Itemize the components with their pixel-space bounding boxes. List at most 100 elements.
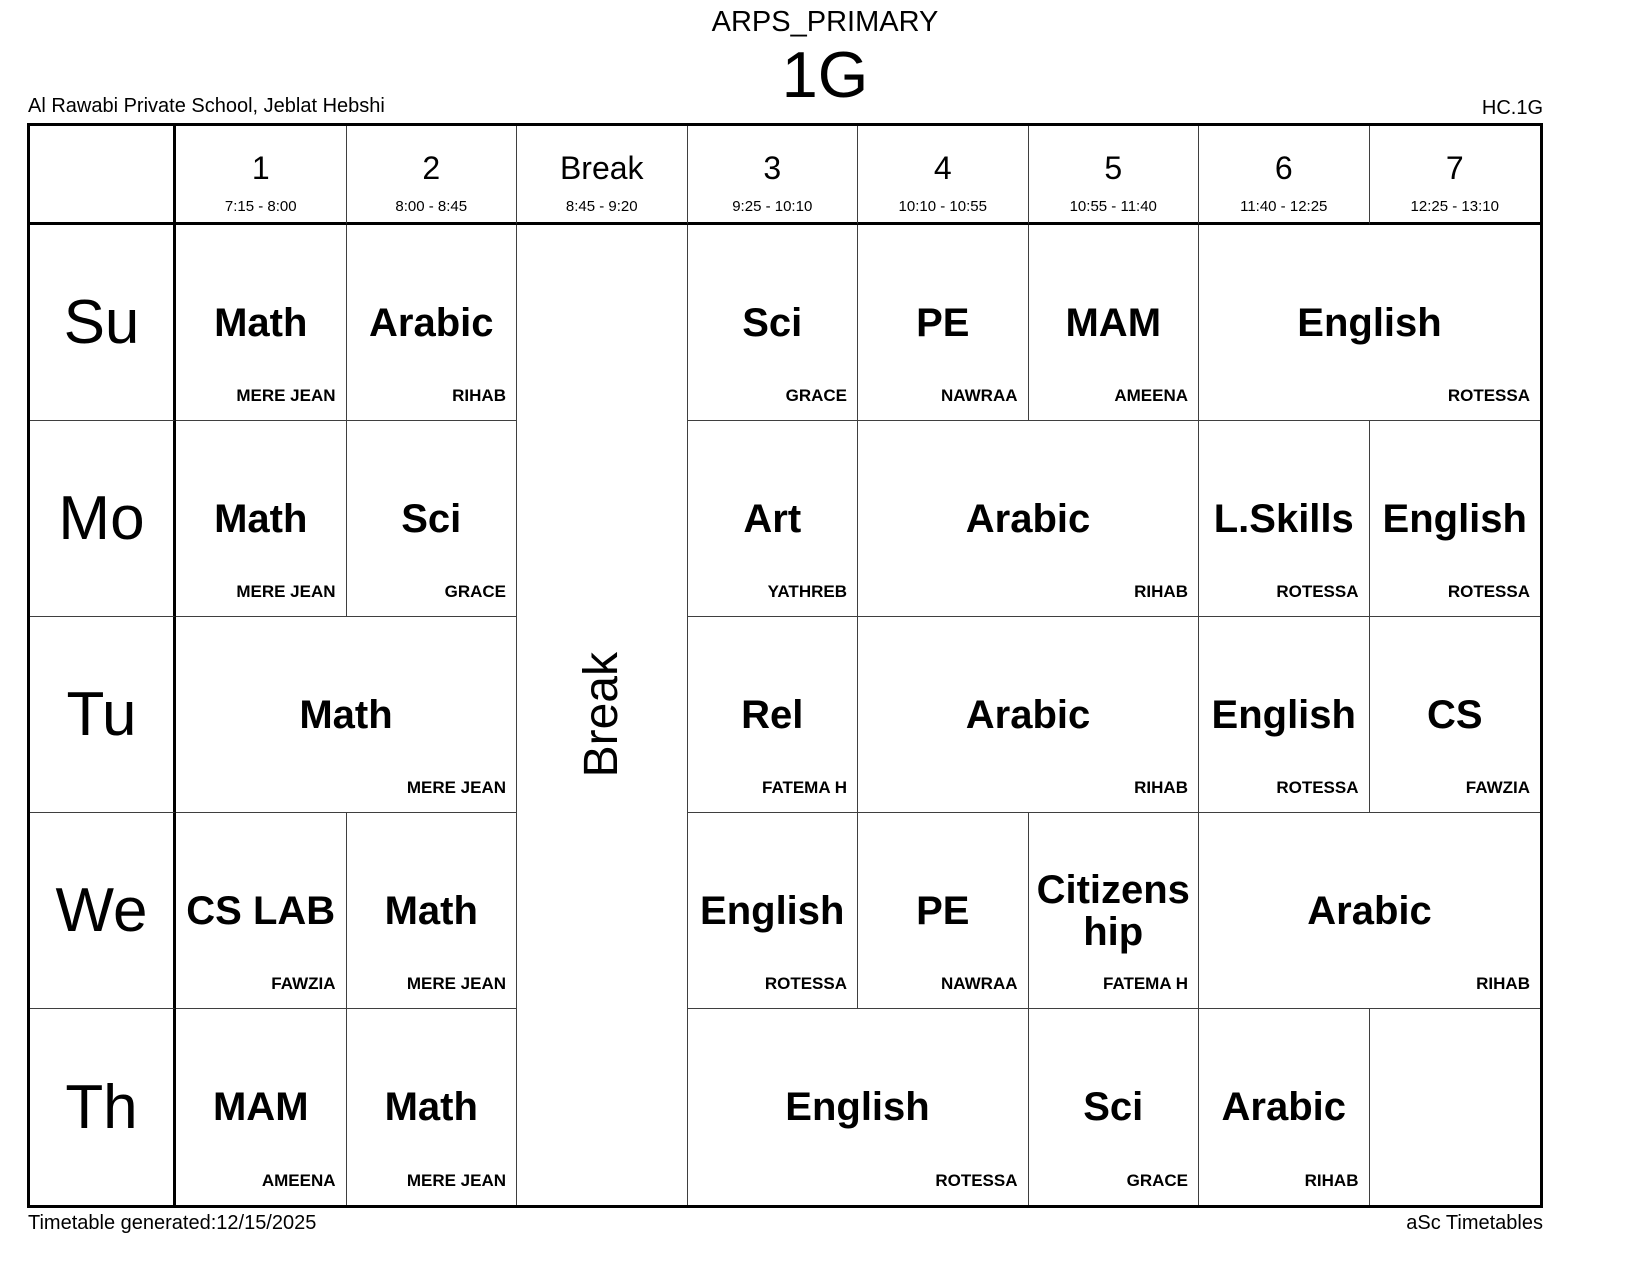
- period-number: 6: [1274, 150, 1293, 186]
- day-row-header: Su: [30, 225, 176, 421]
- school-group-title: ARPS_PRIMARY: [711, 6, 939, 38]
- lesson-cell: Math MERE JEAN: [346, 813, 517, 1009]
- lesson-subject: Art: [743, 496, 802, 541]
- lesson-cell: PE NAWRAA: [858, 225, 1029, 421]
- lesson-subject: English: [1297, 300, 1442, 345]
- lesson-teacher: RIHAB: [1134, 778, 1188, 797]
- period-time: 8:45 - 9:20: [565, 198, 638, 215]
- break-column-cell: Break: [517, 225, 688, 1205]
- lesson-teacher: RIHAB: [1476, 974, 1530, 993]
- lesson-subject: Sci: [401, 496, 462, 541]
- period-number: 4: [933, 150, 952, 186]
- lesson-teacher: MERE JEAN: [236, 386, 336, 405]
- lesson-subject: Arabic: [369, 300, 494, 345]
- lesson-teacher: MERE JEAN: [236, 582, 336, 601]
- day-row-header: Th: [30, 1009, 176, 1205]
- lesson-cell: Math MERE JEAN: [176, 421, 347, 617]
- lesson-teacher: GRACE: [1126, 1171, 1188, 1190]
- day-row-header: Mo: [30, 421, 176, 617]
- day-row-header: We: [30, 813, 176, 1009]
- lesson-cell: Sci GRACE: [346, 421, 517, 617]
- lesson-teacher: AMEENA: [261, 1171, 336, 1190]
- lesson-cell: CS FAWZIA: [1369, 617, 1540, 813]
- lesson-subject: PE: [916, 300, 970, 345]
- lesson-cell: Arabic RIHAB: [346, 225, 517, 421]
- lesson-teacher: ROTESSA: [1447, 582, 1530, 601]
- lesson-cell: Sci GRACE: [1029, 1009, 1199, 1205]
- lesson-cell: English ROTESSA: [1199, 225, 1540, 421]
- lesson-subject: MAM: [212, 1085, 309, 1129]
- lesson-cell: Citizenship FATEMA H: [1028, 813, 1199, 1009]
- period-header-cell: 1 7:15 - 8:00: [176, 126, 347, 225]
- lesson-teacher: ROTESSA: [1276, 582, 1359, 601]
- lesson-cell: MAM AMEENA: [1028, 225, 1199, 421]
- lesson-teacher: NAWRAA: [941, 386, 1018, 405]
- lesson-teacher: RIHAB: [452, 386, 506, 405]
- lesson-cell: Math MERE JEAN: [176, 617, 517, 813]
- lesson-teacher: FAWZIA: [1465, 778, 1530, 797]
- lesson-cell: PE NAWRAA: [858, 813, 1029, 1009]
- school-name: Al Rawabi Private School, Jeblat Hebshi: [28, 95, 385, 117]
- lesson-subject: L.Skills: [1213, 496, 1354, 541]
- lesson-teacher: AMEENA: [1114, 386, 1188, 405]
- generated-date-label: Timetable generated:12/15/2025: [28, 1212, 317, 1234]
- lesson-subject: CS LAB: [186, 888, 336, 933]
- period-number: 7: [1445, 150, 1464, 186]
- period-header-cell: 6 11:40 - 12:25: [1199, 126, 1370, 225]
- lesson-cell: Art YATHREB: [687, 421, 858, 617]
- period-number: 3: [763, 150, 782, 186]
- corner-cell: [30, 126, 176, 225]
- lesson-cell: Arabic RIHAB: [1199, 1009, 1370, 1205]
- lesson-subject: PE: [916, 888, 970, 933]
- lesson-teacher: ROTESSA: [935, 1171, 1018, 1190]
- lesson-teacher: ROTESSA: [764, 974, 847, 993]
- lesson-cell: Math MERE JEAN: [176, 225, 347, 421]
- lesson-subject: Arabic: [965, 692, 1091, 737]
- lesson-subject: English: [700, 888, 845, 933]
- lesson-teacher: ROTESSA: [1447, 386, 1530, 405]
- period-time: 11:40 - 12:25: [1240, 198, 1328, 215]
- period-number: Break: [559, 150, 644, 186]
- lesson-cell: Sci GRACE: [687, 225, 858, 421]
- timetable-grid: 1 7:15 - 8:00 2 8:00 - 8:45 Break 8:45 - 9:20…: [27, 123, 1543, 1208]
- lesson-teacher: MERE JEAN: [406, 778, 506, 797]
- lesson-cell: CS LAB FAWZIA: [176, 813, 347, 1009]
- lesson-cell: English ROTESSA: [688, 1009, 1029, 1205]
- class-code: HC.1G: [1481, 97, 1543, 119]
- lesson-cell: MAM AMEENA: [176, 1009, 347, 1205]
- period-time: 7:15 - 8:00: [224, 198, 297, 215]
- period-number: 1: [251, 150, 270, 186]
- lesson-teacher: FAWZIA: [271, 974, 336, 993]
- lesson-subject: Arabic: [1221, 1085, 1347, 1129]
- lesson-cell: L.Skills ROTESSA: [1199, 421, 1370, 617]
- period-header-cell: 5 10:55 - 11:40: [1028, 126, 1199, 225]
- lesson-teacher: GRACE: [785, 386, 847, 405]
- period-time: 10:10 - 10:55: [898, 198, 987, 215]
- break-vertical-label: Break: [574, 652, 628, 778]
- lesson-subject: Citizenship: [1036, 867, 1190, 954]
- lesson-cell: Rel FATEMA H: [687, 617, 858, 813]
- period-header-cell: 3 9:25 - 10:10: [687, 126, 858, 225]
- lesson-subject: CS: [1426, 692, 1483, 737]
- period-time: 9:25 - 10:10: [732, 198, 813, 215]
- lesson-subject: English: [1382, 496, 1527, 541]
- class-title: 1G: [781, 38, 869, 111]
- lesson-cell: Arabic RIHAB: [858, 421, 1199, 617]
- lesson-teacher: GRACE: [444, 582, 506, 601]
- lesson-subject: English: [1211, 692, 1356, 737]
- lesson-cell: English ROTESSA: [1199, 617, 1370, 813]
- lesson-teacher: FATEMA H: [762, 778, 847, 797]
- lesson-subject: Math: [214, 300, 308, 345]
- lesson-teacher: ROTESSA: [1276, 778, 1359, 797]
- lesson-subject: Sci: [742, 300, 803, 345]
- lesson-teacher: FATEMA H: [1103, 974, 1188, 993]
- lesson-subject: Math: [384, 1085, 478, 1129]
- lesson-subject: Rel: [741, 692, 804, 737]
- lesson-cell: Arabic RIHAB: [858, 617, 1199, 813]
- period-header-cell: Break 8:45 - 9:20: [517, 126, 688, 225]
- period-number: 5: [1104, 150, 1123, 186]
- lesson-teacher: MERE JEAN: [406, 974, 506, 993]
- lesson-cell: Math MERE JEAN: [347, 1009, 517, 1205]
- lesson-subject: Arabic: [965, 496, 1091, 541]
